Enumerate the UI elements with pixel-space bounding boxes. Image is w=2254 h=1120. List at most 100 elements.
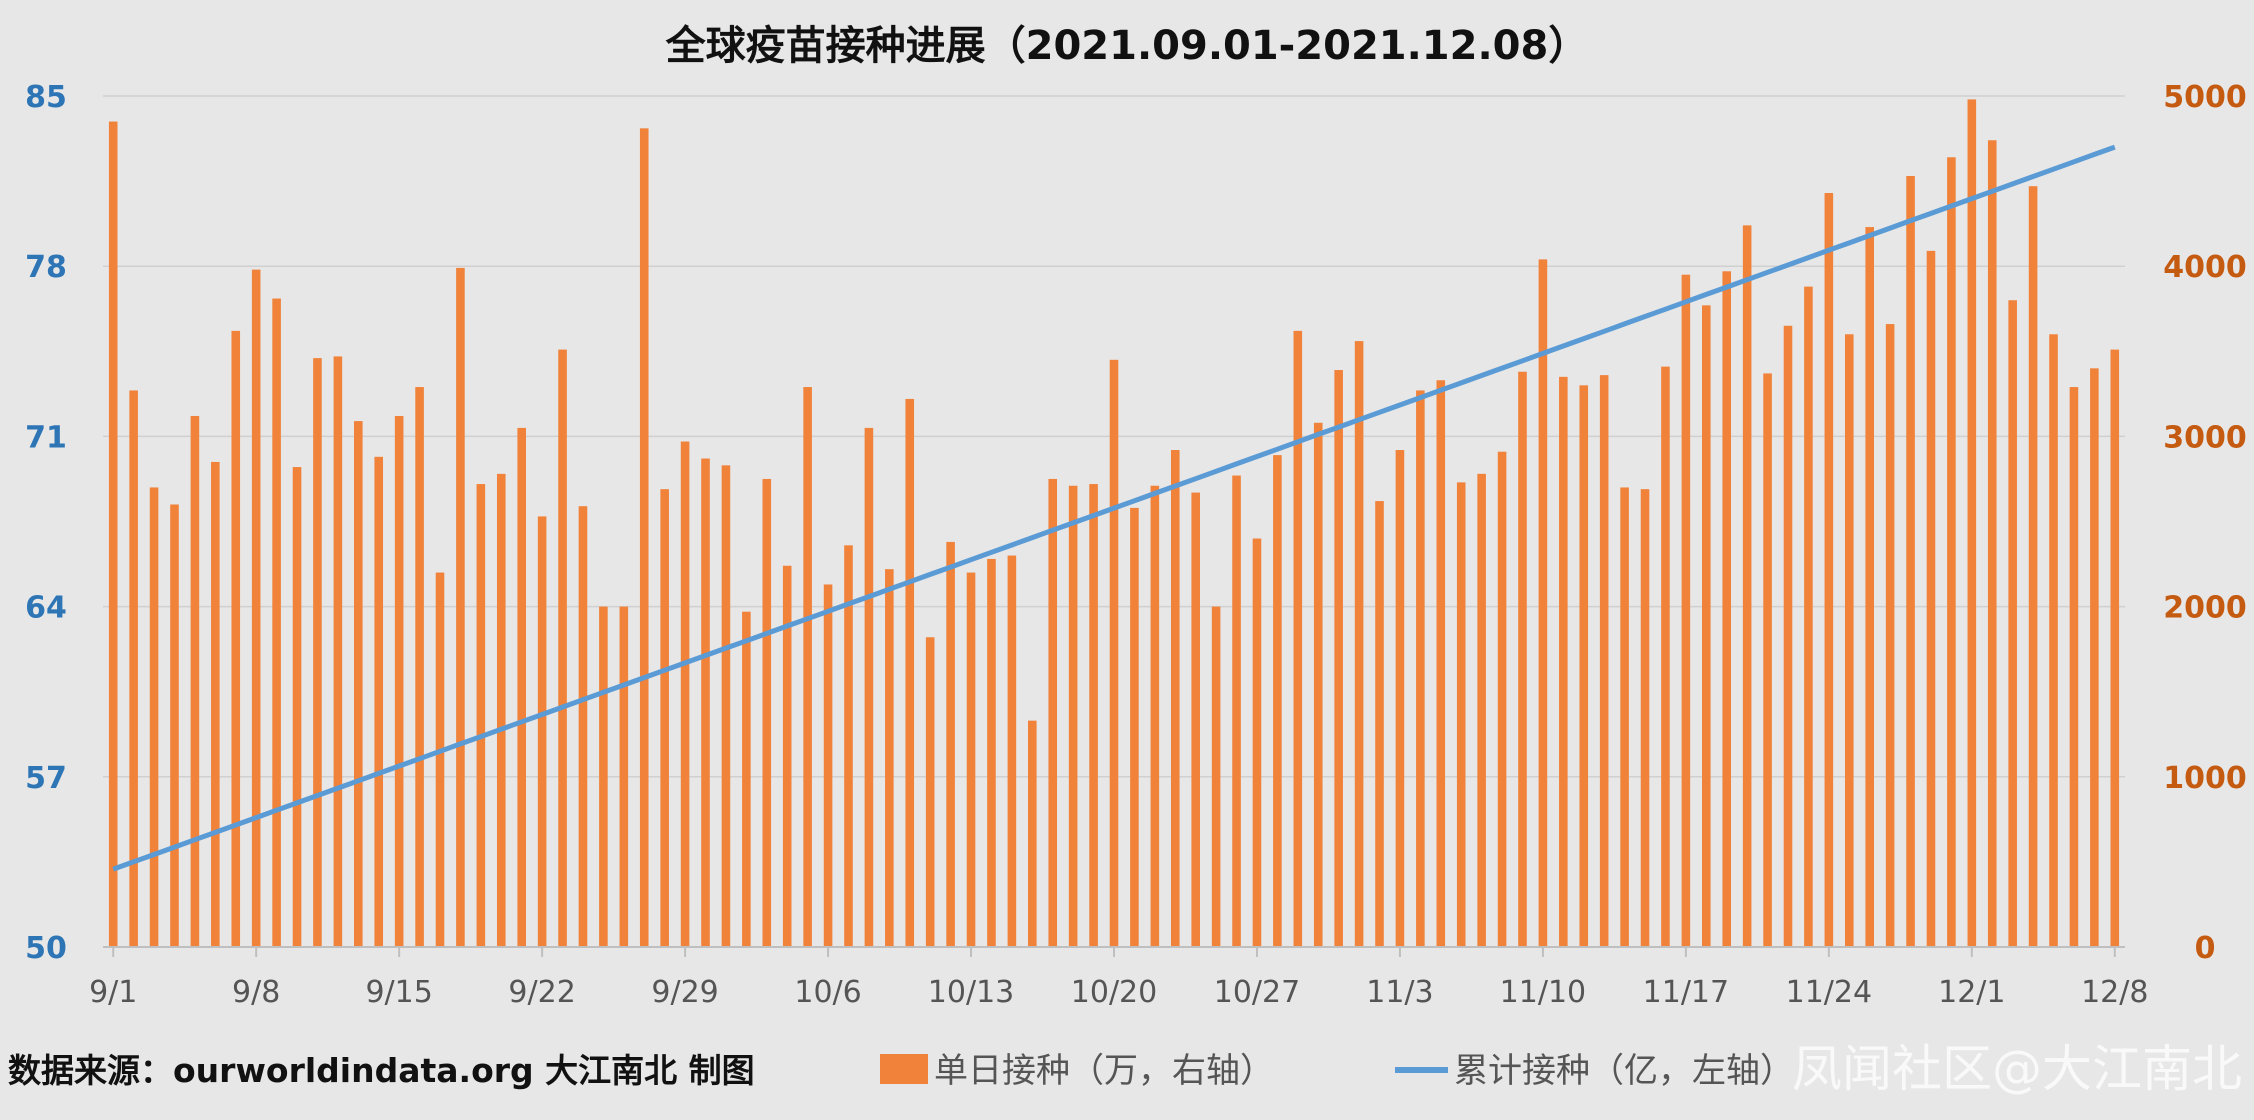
bar — [946, 541, 955, 947]
bar — [1130, 507, 1139, 947]
bar — [149, 487, 159, 947]
bar — [1763, 373, 1772, 947]
bar — [108, 121, 118, 947]
right-tick-label: 5000 — [2163, 80, 2247, 115]
bar — [742, 611, 751, 947]
daily-bars — [108, 99, 2120, 948]
bar — [190, 415, 200, 947]
x-tick-label: 9/8 — [232, 975, 280, 1010]
bar — [1416, 390, 1425, 947]
x-tick-label: 12/8 — [2081, 975, 2148, 1010]
bar — [1620, 487, 1629, 947]
bar — [721, 465, 731, 947]
bar — [1783, 325, 1793, 947]
bar — [2008, 300, 2017, 947]
bar — [1068, 485, 1078, 947]
x-tick-label: 9/29 — [651, 975, 718, 1010]
cumulative-line-path — [112, 144, 2116, 872]
x-tick-label: 9/22 — [508, 975, 575, 1010]
right-tick-label: 1000 — [2163, 761, 2247, 796]
bar — [2049, 334, 2058, 947]
bar — [1987, 140, 1997, 947]
x-tick-label: 11/10 — [1500, 975, 1586, 1010]
bar — [1640, 489, 1650, 947]
bar — [1109, 359, 1119, 947]
source-note: 数据来源：ourworldindata.org 大江南北 制图 — [8, 1051, 755, 1090]
bar — [803, 387, 812, 947]
bar — [1865, 227, 1874, 947]
bar — [1232, 475, 1241, 947]
bar — [1926, 250, 1936, 947]
bar — [517, 427, 526, 947]
bar — [1375, 501, 1384, 947]
x-tick-label: 11/17 — [1643, 975, 1729, 1010]
bar — [1518, 371, 1527, 947]
left-axis-ticks: 85 78 71 64 57 50 — [25, 80, 67, 966]
bar — [129, 390, 138, 947]
bar — [1702, 305, 1711, 947]
bar — [2110, 349, 2120, 947]
right-axis-ticks: 5000 4000 3000 2000 1000 0 — [2163, 80, 2247, 966]
bar — [864, 427, 874, 947]
bar — [1661, 366, 1670, 947]
bar — [1824, 193, 1834, 947]
bar — [2090, 368, 2099, 947]
bar — [1354, 341, 1364, 947]
bar — [251, 269, 261, 947]
bar — [1722, 271, 1732, 947]
bar — [1436, 380, 1446, 947]
bar — [496, 473, 506, 947]
x-tick-label: 9/1 — [89, 975, 137, 1010]
bar — [2069, 387, 2079, 947]
bar — [782, 565, 792, 947]
bar — [599, 606, 608, 947]
x-axis: 9/1 9/8 9/15 9/22 9/29 10/6 10/13 10/20 10/27 11/… — [89, 946, 2148, 1010]
bar — [1150, 485, 1160, 947]
bar — [1191, 492, 1200, 947]
right-tick-label: 0 — [2195, 931, 2216, 966]
bar — [1273, 455, 1282, 947]
bar — [1906, 175, 1915, 947]
bar — [537, 516, 547, 947]
bar — [1885, 324, 1895, 947]
bar — [823, 584, 833, 947]
bar — [558, 349, 567, 947]
left-tick-label: 57 — [25, 761, 67, 796]
bar — [374, 456, 384, 947]
bar — [211, 461, 220, 947]
bar — [1599, 375, 1609, 947]
bar — [762, 478, 772, 947]
cumulative-line — [112, 144, 2116, 872]
bar — [354, 421, 363, 947]
bar — [1947, 157, 1956, 948]
bar — [1477, 473, 1486, 947]
bar — [272, 298, 281, 948]
bar — [701, 458, 710, 947]
bar — [1538, 259, 1548, 948]
bar — [415, 387, 424, 947]
bar — [1844, 334, 1854, 947]
left-tick-label: 64 — [25, 591, 67, 626]
bar — [170, 504, 179, 947]
legend: 单日接种（万，右轴） 累计接种（亿，左轴） — [880, 1051, 1794, 1091]
x-tick-label: 11/24 — [1786, 975, 1872, 1010]
bar — [1028, 720, 1037, 947]
bar — [1456, 482, 1466, 947]
bar — [476, 484, 486, 947]
bar — [1804, 286, 1813, 947]
bar — [925, 637, 935, 947]
bar — [1089, 484, 1098, 947]
bar — [2028, 186, 2038, 947]
x-tick-label: 12/1 — [1938, 975, 2005, 1010]
bar — [333, 356, 343, 947]
bar — [1559, 376, 1568, 948]
x-tick-label: 9/15 — [365, 975, 432, 1010]
left-tick-label: 71 — [25, 420, 67, 455]
left-tick-label: 78 — [25, 250, 67, 285]
bar — [578, 506, 588, 947]
bar — [1007, 555, 1017, 947]
left-tick-label: 50 — [25, 931, 67, 966]
bar — [313, 358, 322, 947]
